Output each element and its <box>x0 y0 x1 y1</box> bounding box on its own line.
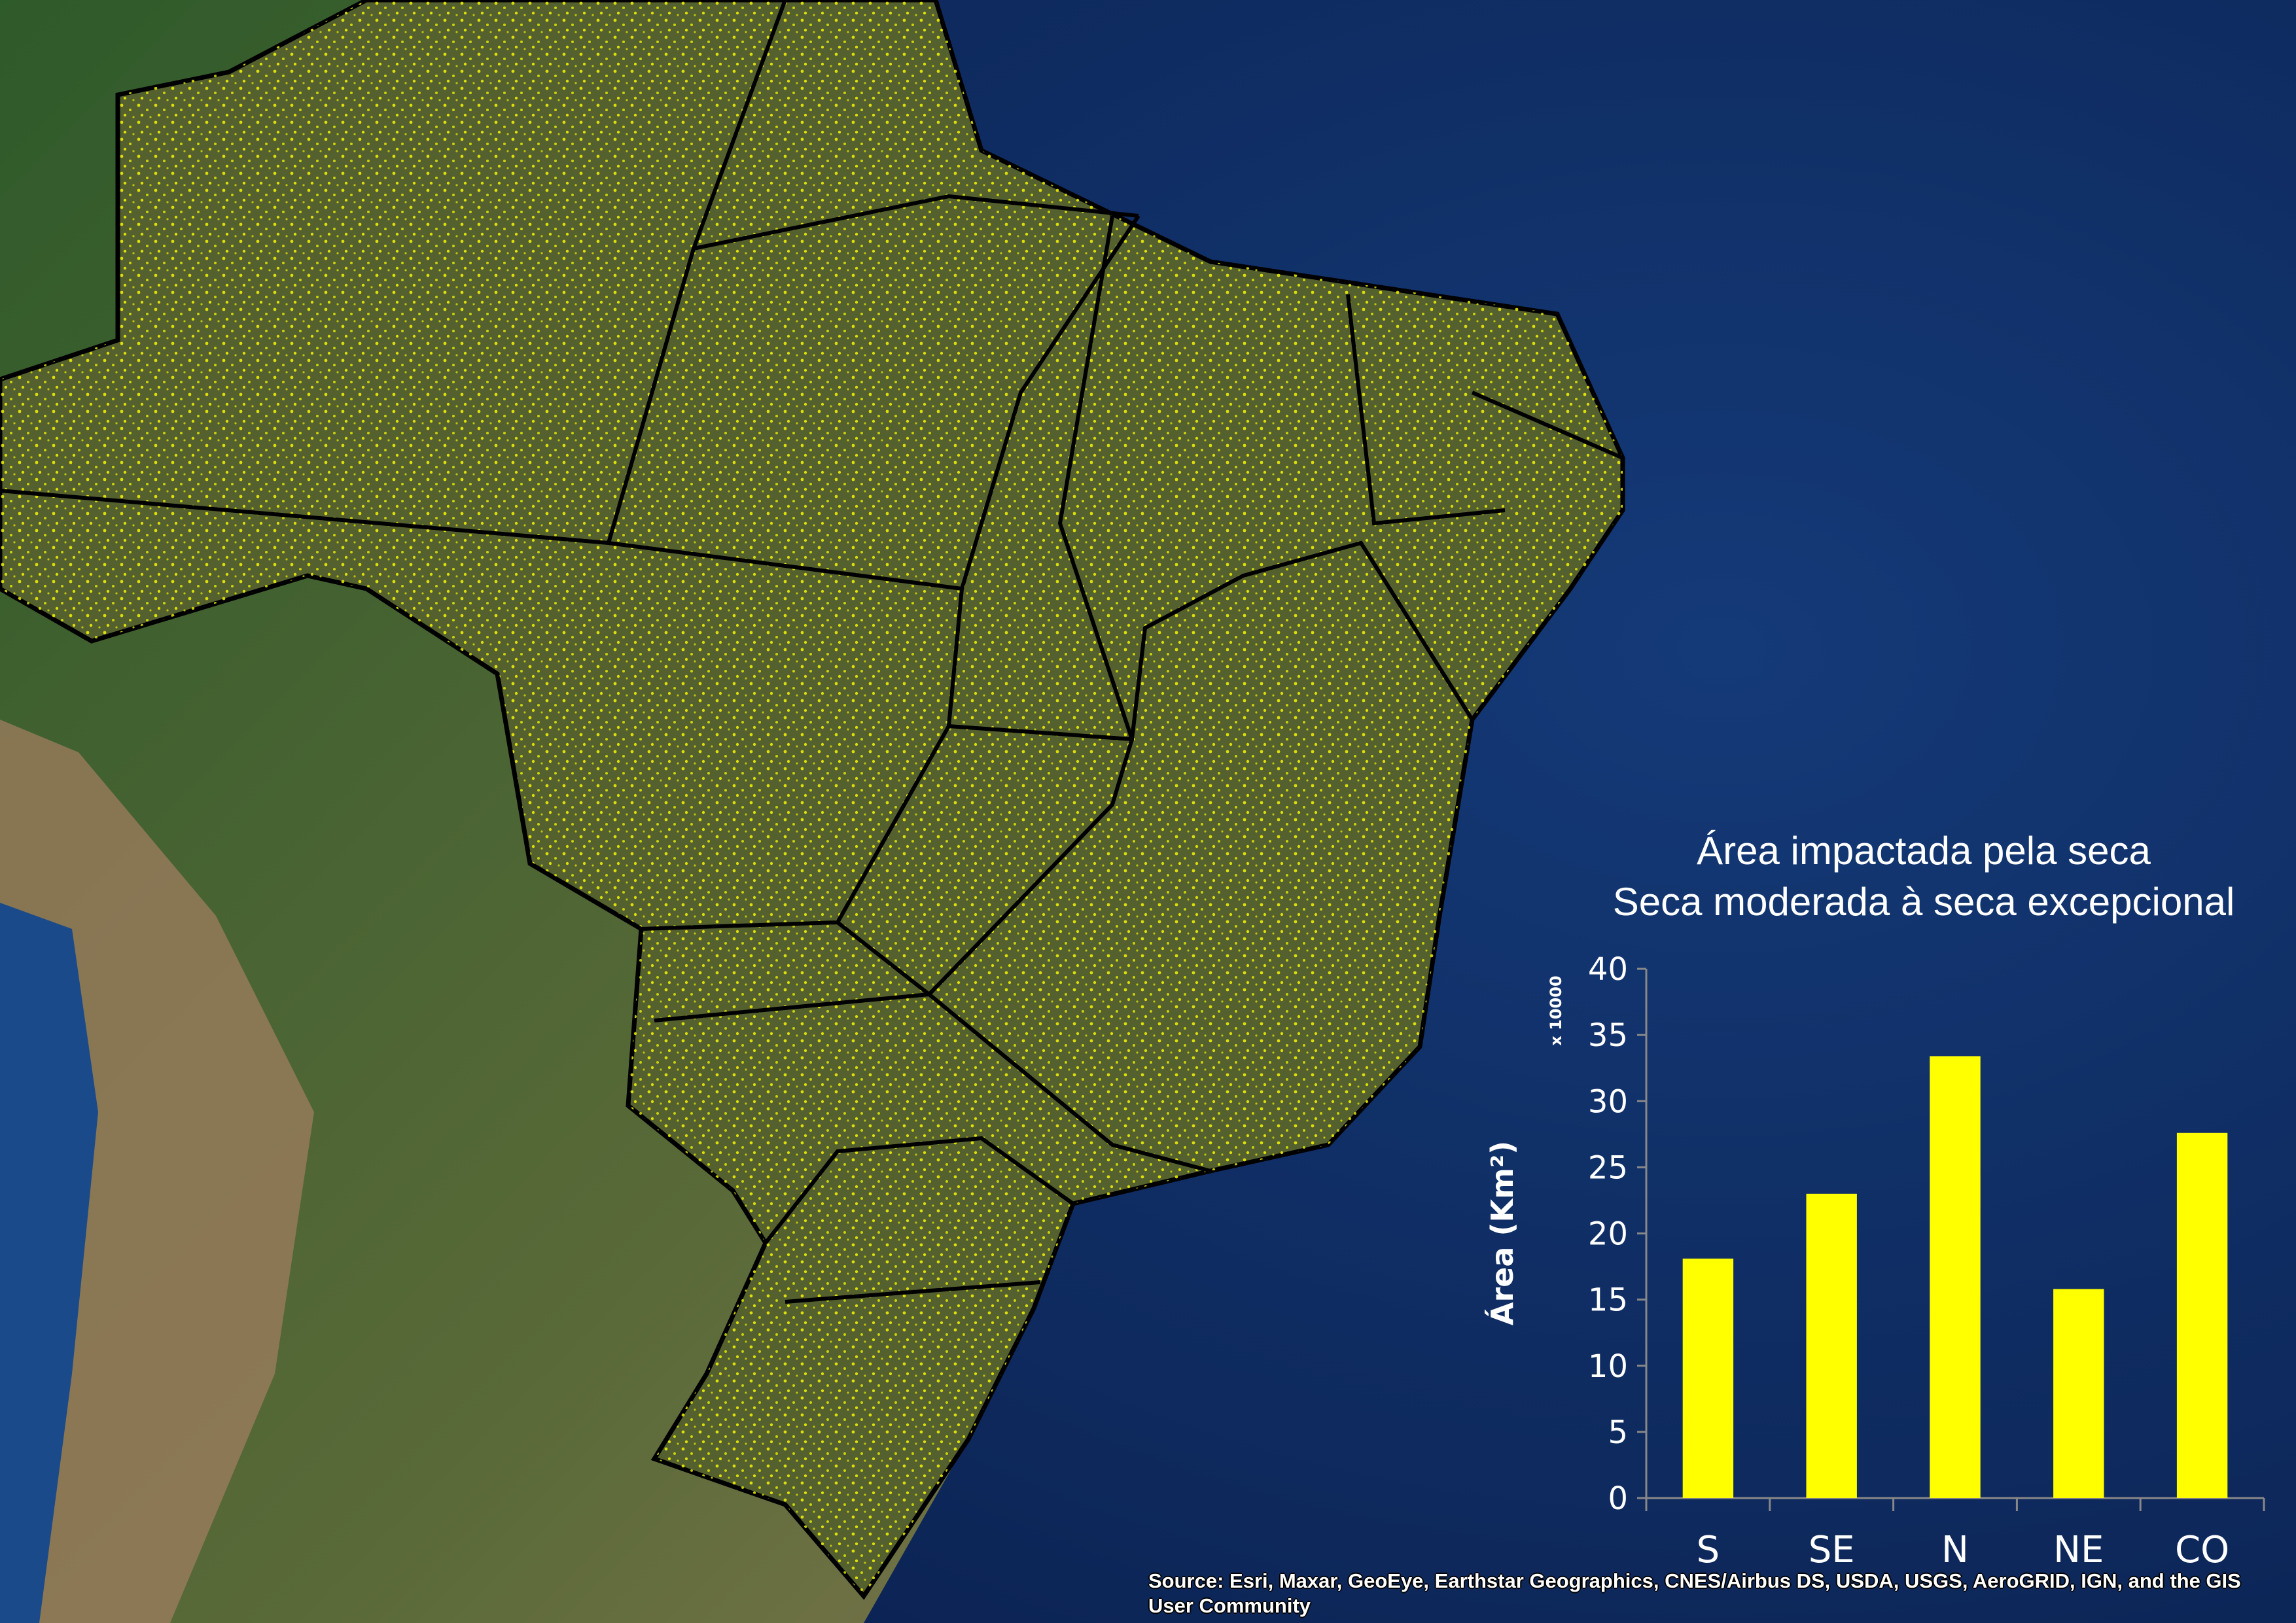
x-category-label: CO <box>2175 1529 2229 1571</box>
bar-ne <box>2053 1289 2104 1498</box>
x-category-label: SE <box>1809 1529 1855 1571</box>
y-tick-label: 30 <box>1588 1083 1628 1120</box>
x-category-label: NE <box>2053 1529 2104 1571</box>
andes-region <box>0 720 314 1623</box>
chart-subtitle: Seca moderada à seca excepcional <box>1612 880 2235 924</box>
y-tick-label: 10 <box>1588 1348 1628 1385</box>
drought-points <box>0 0 1623 1596</box>
y-axis-label: Área (Km²) <box>1485 1141 1520 1325</box>
y-tick-label: 20 <box>1588 1216 1628 1253</box>
map-attribution: Source: Esri, Maxar, GeoEye, Earthstar G… <box>1148 1569 2241 1617</box>
pacific-ocean <box>0 903 98 1623</box>
y-tick-label: 35 <box>1588 1017 1628 1054</box>
x-category-label: N <box>1941 1529 1969 1571</box>
bar-se <box>1806 1193 1857 1498</box>
y-tick-label: 0 <box>1608 1480 1628 1517</box>
y-tick-label: 25 <box>1588 1149 1628 1186</box>
y-tick-label: 15 <box>1588 1282 1628 1319</box>
y-axis-multiplier: x 10000 <box>1547 975 1565 1045</box>
bar-n <box>1930 1056 1981 1498</box>
chart-title: Área impactada pela seca <box>1697 829 2151 873</box>
y-tick-label: 5 <box>1608 1414 1628 1451</box>
state-borders <box>0 0 1624 1304</box>
bar-co <box>2176 1132 2228 1498</box>
x-category-label: S <box>1697 1529 1720 1571</box>
bar-s <box>1682 1258 1734 1498</box>
y-tick-label: 40 <box>1588 951 1628 988</box>
